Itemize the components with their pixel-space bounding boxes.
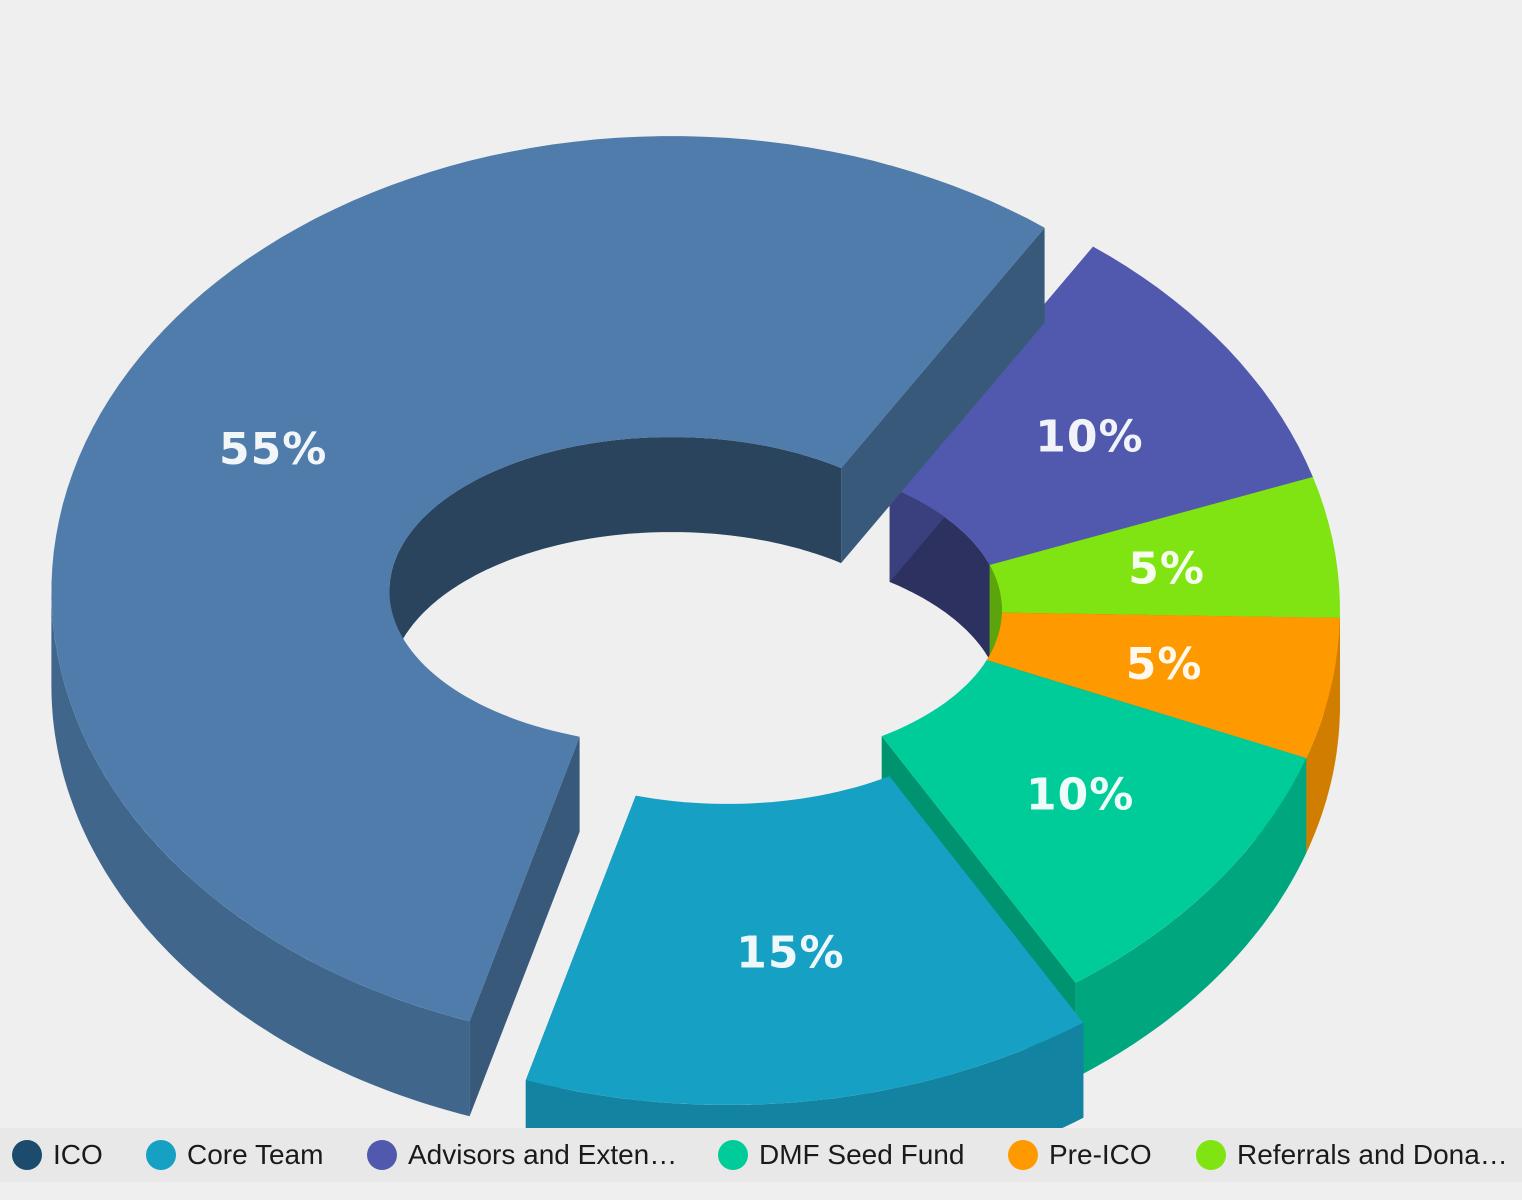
slice-outer-wall bbox=[1075, 758, 1307, 1078]
slice-ico bbox=[51, 136, 1045, 1117]
legend-label: DMF Seed Fund bbox=[759, 1139, 965, 1170]
legend-item-ico[interactable]: ICO bbox=[12, 1128, 103, 1182]
slice-top-face bbox=[525, 776, 1084, 1105]
slice-outer-wall bbox=[1306, 617, 1340, 854]
slice-sides-layer bbox=[51, 136, 1340, 1200]
value-label-advisors-and-exten: 10% bbox=[1035, 411, 1143, 462]
legend-swatch bbox=[718, 1140, 748, 1170]
legend-swatch bbox=[367, 1140, 397, 1170]
slice-end-face-start bbox=[841, 227, 1045, 564]
value-label-ico: 55% bbox=[219, 424, 327, 475]
legend-item-referrals-and-dona[interactable]: Referrals and Dona… bbox=[1196, 1128, 1508, 1182]
slice-top-face bbox=[881, 660, 1307, 983]
legend-label: Referrals and Dona… bbox=[1237, 1139, 1508, 1170]
legend-item-core-team[interactable]: Core Team bbox=[146, 1128, 323, 1182]
legend-swatch bbox=[1008, 1140, 1038, 1170]
slice-end-face-end bbox=[469, 736, 580, 1117]
legend-item-dmf-seed-fund[interactable]: DMF Seed Fund bbox=[718, 1128, 964, 1182]
value-label-core-team: 15% bbox=[736, 928, 844, 979]
legend-swatch bbox=[1196, 1140, 1226, 1170]
slice-top-face bbox=[986, 612, 1340, 759]
slice-top-face bbox=[989, 477, 1340, 618]
donut-chart: 5% 10% 55% 15% 10% 5% bbox=[51, 136, 1340, 1200]
slice-top-face bbox=[51, 136, 1045, 1022]
legend-swatch bbox=[12, 1140, 42, 1170]
legend-label: Pre-ICO bbox=[1049, 1139, 1152, 1170]
legend-item-advisors-and-exten[interactable]: Advisors and Exten… bbox=[367, 1128, 677, 1182]
legend-swatch bbox=[146, 1140, 176, 1170]
value-label-referrals-and-dona: 5% bbox=[1128, 544, 1205, 595]
slice-inner-wall bbox=[389, 437, 842, 684]
slice-top-face bbox=[889, 246, 1313, 565]
legend-label: Core Team bbox=[187, 1139, 324, 1170]
value-label-pre-ico: 5% bbox=[1126, 639, 1203, 690]
legend-label: Advisors and Exten… bbox=[408, 1139, 678, 1170]
legend: ICO Core Team Advisors and Exten… DMF Seed … bbox=[0, 1128, 1522, 1182]
legend-label: ICO bbox=[53, 1139, 103, 1170]
value-label-dmf-seed-fund: 10% bbox=[1026, 769, 1134, 820]
slice-labels-layer: 5% 10% 55% 15% 10% 5% bbox=[219, 411, 1205, 979]
legend-item-pre-ico[interactable]: Pre-ICO bbox=[1008, 1128, 1152, 1182]
slice-outer-wall bbox=[51, 591, 470, 1117]
